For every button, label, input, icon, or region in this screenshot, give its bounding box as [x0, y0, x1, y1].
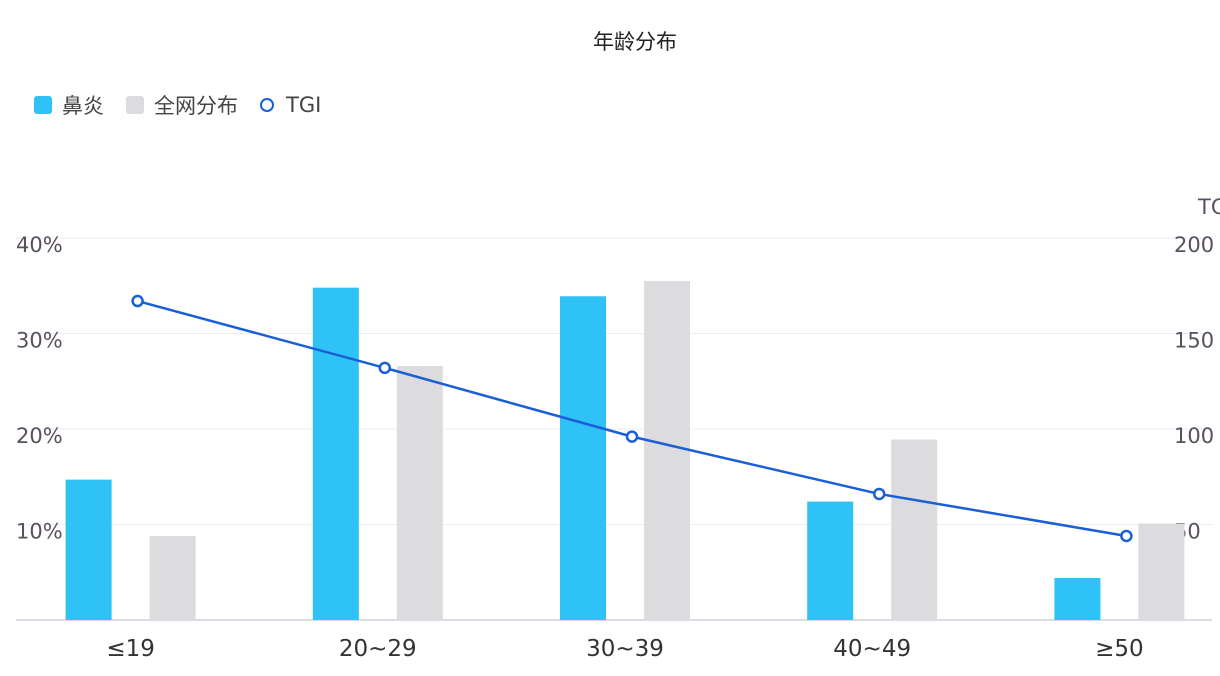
bar-series-2 — [1138, 523, 1185, 620]
bar-series-2 — [149, 535, 196, 620]
tgi-point — [131, 294, 144, 308]
x-tick-label: 20~29 — [339, 636, 417, 662]
legend-item-tgi[interactable]: TGI — [260, 93, 321, 117]
legend-item-series-2[interactable]: 全网分布 — [126, 90, 238, 120]
bar-series-1 — [560, 296, 606, 620]
tgi-point — [625, 430, 639, 443]
y-left-tick-label: 30% — [16, 329, 63, 353]
bar-series-1 — [807, 501, 854, 620]
x-tick-label: ≤19 — [106, 636, 155, 662]
y-right-tick-label: 100 — [1174, 424, 1214, 448]
y-right-tick-label: 150 — [1174, 329, 1214, 353]
legend-label-series-1: 鼻炎 — [62, 94, 104, 118]
y-left-tick-label: 10% — [16, 520, 63, 544]
legend-swatch-series-1 — [34, 96, 52, 114]
legend-swatch-series-2 — [126, 96, 144, 114]
bar-series-1 — [312, 287, 359, 620]
tgi-point — [1120, 529, 1133, 543]
legend-label-series-2: 全网分布 — [154, 94, 238, 118]
bar-series-1 — [65, 479, 112, 620]
legend: 鼻炎 全网分布 TGI — [34, 90, 343, 120]
tgi-point — [872, 487, 886, 501]
bar-series-1 — [1054, 577, 1101, 620]
x-tick-label: 40~49 — [833, 636, 911, 662]
bar-series-2 — [396, 365, 443, 620]
y-right-tick-label: 200 — [1174, 233, 1214, 257]
bar-series-2 — [891, 439, 938, 620]
x-tick-label: 30~39 — [586, 636, 664, 662]
tgi-point — [378, 361, 392, 375]
x-tick-label: ≥50 — [1095, 636, 1144, 662]
y-right-axis-title: TGI — [1197, 195, 1220, 219]
y-left-tick-label: 20% — [16, 424, 63, 448]
legend-ring-icon — [260, 98, 274, 112]
bar-series-2 — [644, 280, 690, 620]
y-left-tick-label: 40% — [16, 233, 63, 257]
tgi-line — [137, 299, 1127, 538]
legend-item-series-1[interactable]: 鼻炎 — [34, 90, 104, 120]
legend-label-tgi: TGI — [286, 93, 322, 117]
chart-title: 年龄分布 — [593, 30, 677, 54]
